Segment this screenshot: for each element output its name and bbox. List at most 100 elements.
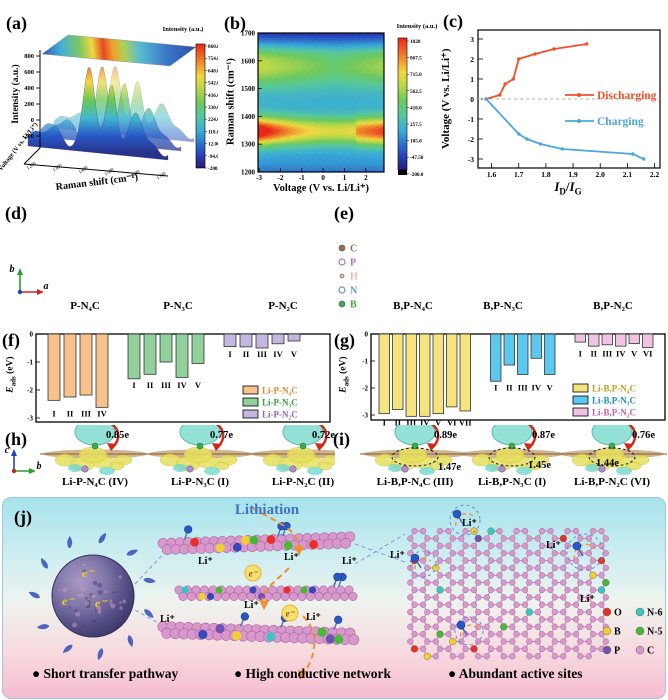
label: 224.0	[208, 117, 218, 123]
b-atom	[608, 442, 616, 450]
c-xlabel-I1: I	[554, 179, 560, 194]
f-ylabel-unit: (eV)	[5, 356, 16, 377]
label: II	[506, 382, 513, 392]
doped-nanosheet	[157, 612, 360, 646]
j-lithiation-title: Lithiation	[234, 502, 300, 518]
bar-Li-B,P-N₄C-II	[392, 333, 404, 410]
label: V	[435, 417, 442, 427]
label: V	[291, 349, 298, 359]
bullet-dot-icon: ●	[32, 666, 44, 681]
dopant-atom	[308, 586, 317, 594]
charge-gain-blob	[526, 461, 542, 471]
charge-gain-blob	[78, 446, 108, 464]
label: 1400	[78, 165, 89, 175]
label: 3	[470, 35, 474, 44]
charge-loss-blob	[276, 464, 290, 472]
label: I	[494, 382, 498, 392]
label: I	[383, 417, 387, 427]
p-atom	[186, 465, 194, 473]
legend-swatch	[242, 385, 259, 395]
label: -200.0	[410, 172, 424, 178]
panel-b-axes: 1700 1600 1500 1400 1300 1200-3 -2 -1 0 1 2 1020 867…	[241, 30, 424, 183]
panel-a-3d-plot: 800 600 400 200 0 -200 1200 1300 1400 1500 1600 170…	[22, 34, 218, 182]
electrolyte-droplet	[62, 644, 73, 653]
c-xlabel-slash: /	[565, 179, 570, 194]
label: -3	[362, 412, 368, 420]
label: 12.00	[208, 142, 218, 148]
label: b	[37, 461, 42, 472]
charge-loss-blob	[585, 464, 599, 472]
panel-label-f: (f)	[2, 330, 20, 350]
label: 562.5	[410, 89, 422, 95]
bar-Li-B,P-N₂C-I	[574, 333, 586, 343]
label: IV	[532, 382, 542, 392]
label: II	[243, 349, 250, 359]
lattice-dopant-atom	[559, 534, 567, 543]
legend-swatch	[572, 395, 589, 405]
dopant-atom	[249, 586, 257, 594]
i-charge2-3: 1.44e	[596, 458, 620, 469]
bar-Li-B,P-N₂C-III	[601, 333, 613, 346]
label: 1600	[130, 169, 141, 179]
legend-swatch	[572, 383, 589, 393]
j-bullet-1: ● Short transfer pathway	[32, 666, 178, 682]
p-atom	[289, 465, 297, 473]
label: II	[147, 380, 154, 390]
legend-swatch	[242, 397, 259, 407]
lattice-dopant-atom	[602, 578, 610, 587]
p-atom	[498, 465, 506, 473]
bar-Li-P-N₄C-II	[63, 333, 77, 398]
bar-Li-B,P-N₃C-V	[544, 333, 556, 375]
label: 0	[30, 331, 34, 339]
bar-Li-B,P-N₂C-VI	[642, 333, 654, 348]
c-y-axis-label: Voltage (V vs. Li/Li⁺)	[440, 48, 453, 150]
li-ion-label: Li⁺	[244, 600, 259, 611]
i-item-name-1: Li-B,P-N₄C (III)	[376, 476, 454, 488]
charge-gain-blob	[109, 461, 125, 471]
i-item-name-3: Li-B,P-N₂C (VI)	[573, 476, 650, 488]
electron-label: e⁻	[62, 594, 74, 608]
dopant-atom	[181, 586, 189, 594]
j-bullet-1-text: Short transfer pathway	[43, 666, 179, 681]
li-atom	[333, 572, 342, 582]
j-legend-c-icon	[635, 645, 645, 655]
c-data-point	[642, 157, 646, 161]
label: I	[228, 349, 232, 359]
active-site-dashed-circle	[454, 616, 484, 646]
panel-c-line-chart: 3 2 1 0 -1 -2 -3 1.6 1.7 1.8 1.9 2.0 2.1 2.2 Dischargi…	[468, 29, 661, 179]
panel-label-c: (c)	[443, 11, 463, 31]
label: II	[590, 349, 597, 359]
label: 105.0	[410, 139, 422, 145]
c-data-point	[584, 42, 589, 46]
charge-loss-blob	[173, 464, 187, 472]
charge-loss-blob	[204, 467, 220, 475]
label: IV	[97, 408, 107, 418]
label: -3	[468, 155, 474, 164]
panel-j-scheme: e⁻ e⁻ O B P N-6 N-5 C	[2, 497, 666, 699]
label: 860.0	[208, 44, 218, 50]
lattice-dopant-atom	[423, 652, 431, 660]
c-legend-marker	[577, 93, 581, 97]
bar-Li-P-N₃C-III	[159, 333, 173, 363]
bar-Li-P-N₂C-V	[287, 333, 301, 342]
charge-loss-blob	[307, 467, 323, 475]
c-data-point	[498, 93, 502, 97]
c-legend-marker	[577, 119, 581, 123]
label: -200	[22, 133, 34, 140]
label: 0	[321, 174, 325, 182]
e-legend-h-icon	[339, 273, 345, 279]
dopant-atom	[283, 541, 293, 550]
li-ion-label: Li⁺	[462, 518, 477, 529]
label: -3	[256, 174, 262, 182]
d-axis-origin	[17, 289, 23, 295]
label: V	[195, 380, 202, 390]
charge-loss-blob	[419, 467, 435, 475]
label: e⁻	[249, 569, 259, 579]
b-x-axis-label: Voltage (V vs. Li/Li⁺)	[273, 183, 369, 194]
j-bullet-2: ● High conductive network	[234, 666, 391, 682]
electrolyte-droplet	[127, 635, 134, 648]
label: 2	[470, 55, 474, 64]
i-charge-2: 0.87e	[532, 430, 556, 441]
label: 1200	[241, 169, 256, 177]
